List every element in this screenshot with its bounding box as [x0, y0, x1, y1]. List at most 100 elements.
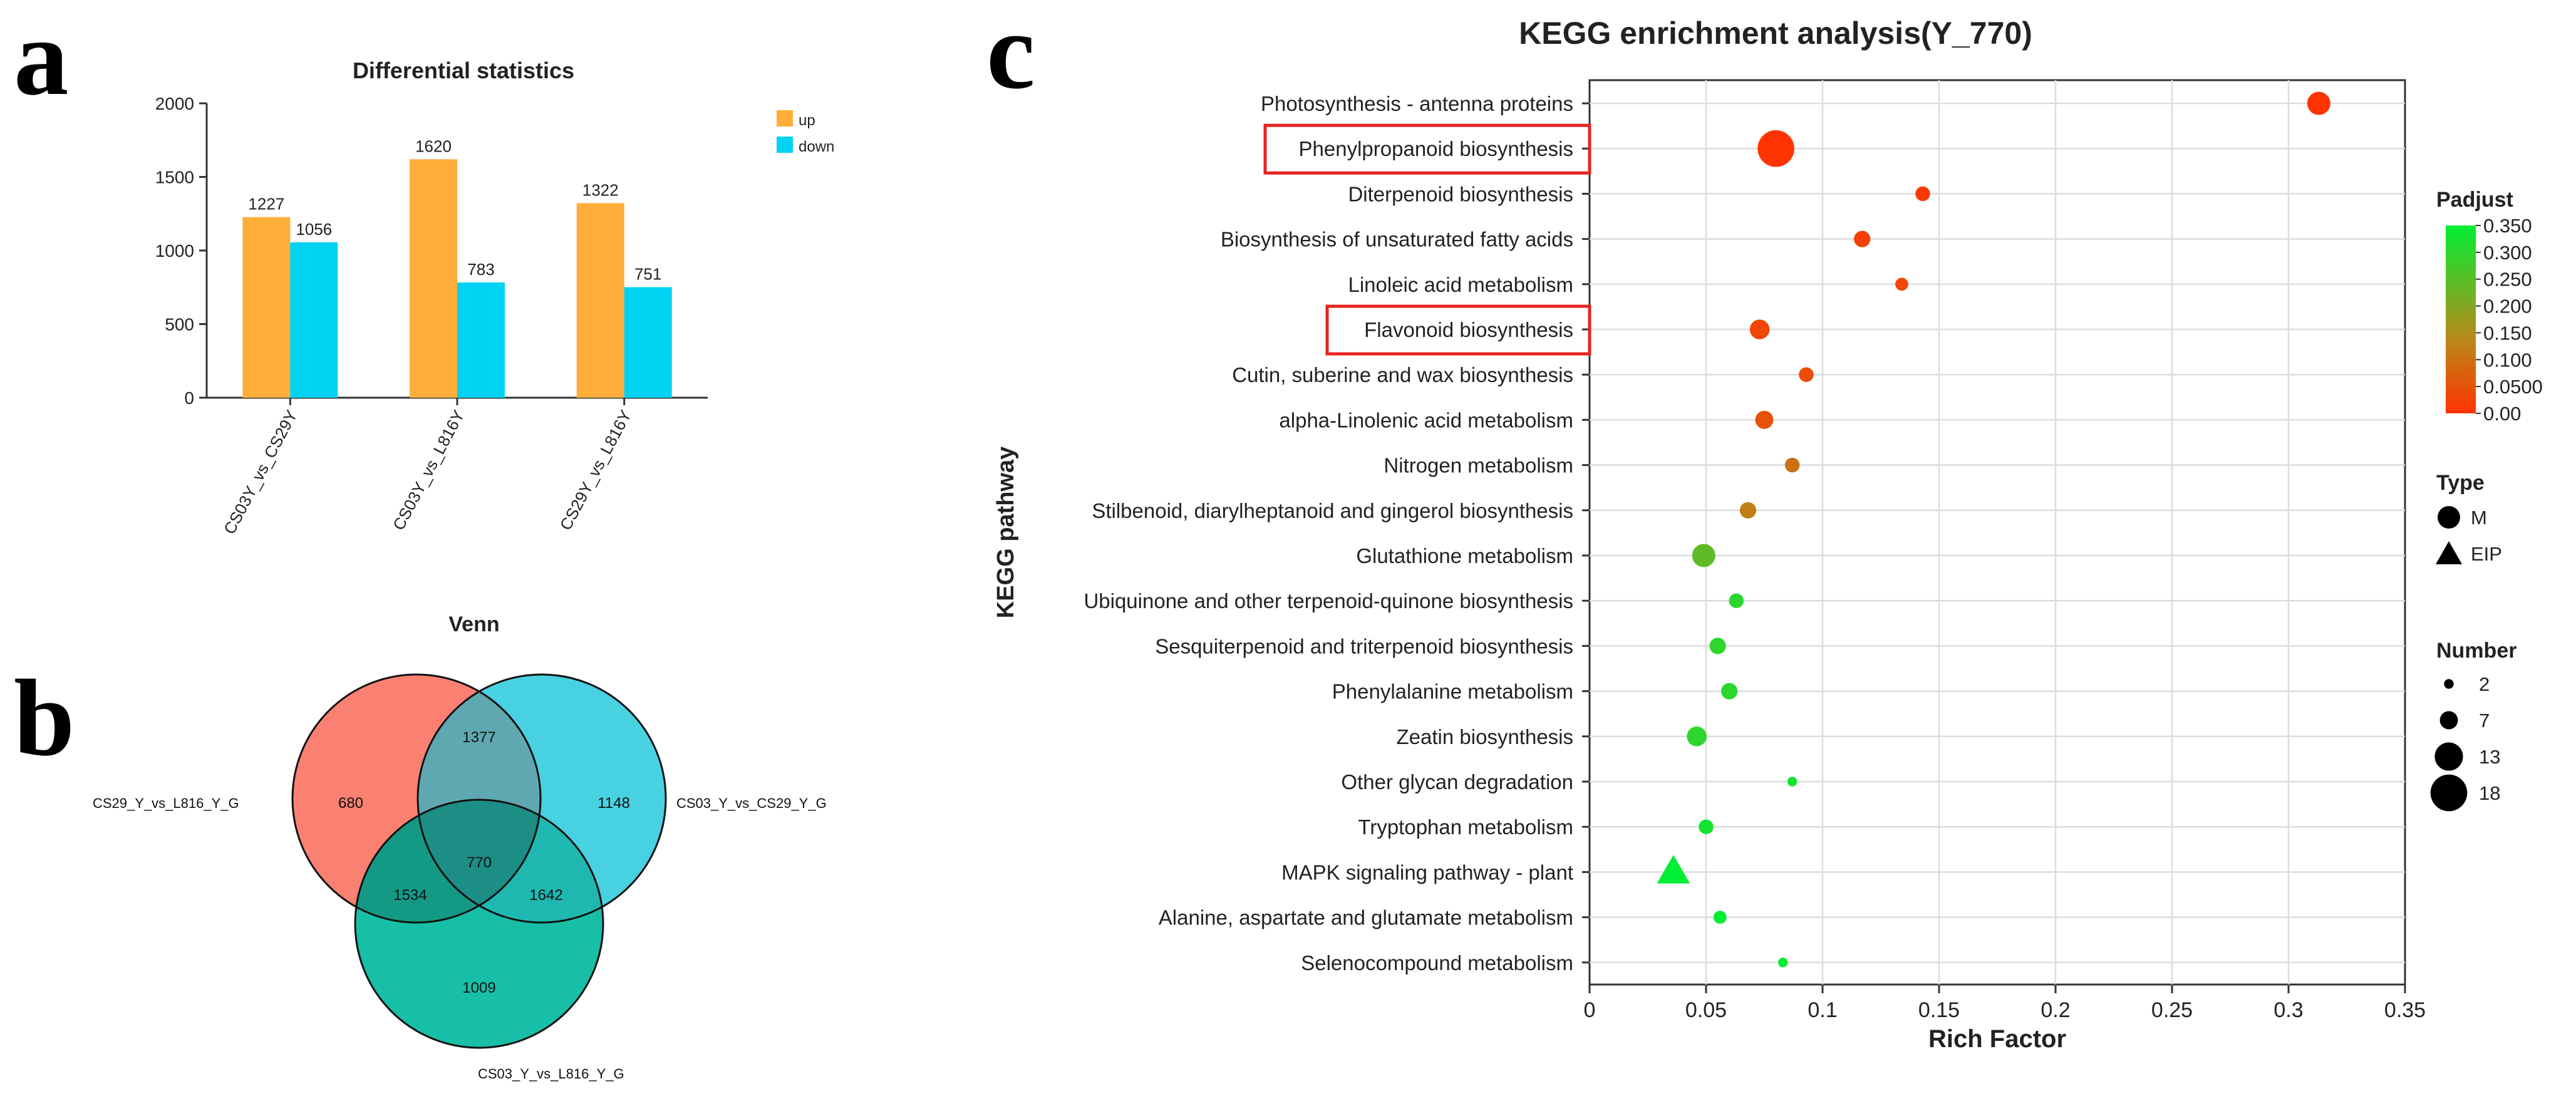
chart-a-title: Differential statistics — [353, 58, 574, 83]
chart-c-y-tick-label: Ubiquinone and other terpenoid-quinone b… — [1084, 589, 1573, 613]
chart-c-x-tick-label: 0.35 — [2384, 998, 2426, 1022]
bar-up-cs03y-vs-l816y — [410, 159, 457, 398]
venn-set-label-c: CS03_Y_vs_L816_Y_G — [478, 1066, 624, 1082]
point-biosynthesis-of-unsaturated-fatty-acids — [1854, 230, 1871, 247]
legend-padjust-colorbar — [2446, 225, 2476, 413]
venn-count-abc: 770 — [467, 854, 492, 871]
venn-overlap-ac — [355, 800, 541, 923]
panel-letter-b: b — [14, 657, 75, 778]
panel-letter-a: a — [14, 0, 69, 118]
chart-a-category-label: CS29Y_vs_L816Y — [556, 407, 635, 534]
chart-c-y-tick-label: Flavonoid biosynthesis — [1364, 318, 1573, 341]
legend-type-label-m: M — [2471, 507, 2487, 529]
bar-value-label: 1620 — [415, 137, 452, 155]
highlight-box-phenylpropanoid-biosynthesis — [1263, 123, 1591, 175]
chart-c-y-axis-label: KEGG pathway — [993, 447, 1019, 619]
chart-c-plot-frame — [1588, 79, 2406, 986]
chart-c-x-tick-label: 0.2 — [2041, 998, 2070, 1022]
legend-label-up: up — [799, 112, 815, 129]
legend-number-circle-13 — [2434, 742, 2463, 771]
point-phenylalanine-metabolism — [1721, 683, 1738, 700]
chart-c-y-tick-label: Glutathione metabolism — [1356, 544, 1573, 567]
chart-c-y-tick-label: Sesquiterpenoid and triterpenoid biosynt… — [1155, 634, 1573, 658]
chart-a-y-tick-label: 1000 — [155, 241, 194, 261]
legend-padjust-tick-label: 0.200 — [2483, 296, 2532, 318]
legend-padjust-tick-label: 0.150 — [2483, 322, 2532, 344]
venn-outline-set-c — [354, 799, 604, 1049]
point-other-glycan-degradation — [1787, 777, 1798, 787]
legend-number-circle-2 — [2444, 679, 2454, 689]
venn-count-ab: 1377 — [462, 729, 495, 746]
point-mapk-signaling-pathway-plant — [1657, 855, 1690, 884]
chart-c-y-tick-label: Phenylpropanoid biosynthesis — [1299, 137, 1573, 160]
point-zeatin-biosynthesis — [1687, 726, 1707, 747]
bar-value-label: 751 — [634, 265, 661, 284]
venn-count-only_c: 1009 — [462, 980, 495, 996]
bar-value-label: 1227 — [248, 195, 284, 214]
legend-label-down: down — [799, 138, 834, 155]
legend-number-label: 18 — [2479, 782, 2500, 804]
chart-c-title: KEGG enrichment analysis(Y_770) — [1519, 16, 2032, 51]
legend-number-circle-7 — [2439, 711, 2458, 730]
legend-number-circle-18 — [2430, 774, 2468, 812]
chart-a-y-tick-label: 1500 — [155, 168, 194, 187]
point-flavonoid-biosynthesis — [1749, 319, 1770, 339]
chart-c-y-tick-label: Phenylalanine metabolism — [1332, 680, 1573, 703]
chart-c-y-tick-label: Cutin, suberine and wax biosynthesis — [1232, 363, 1573, 386]
chart-c-y-tick-label: Zeatin biosynthesis — [1397, 725, 1573, 748]
point-cutin-suberine-and-wax-biosynthesis — [1799, 367, 1814, 382]
bar-down-cs03y-vs-l816y — [457, 282, 505, 398]
chart-a-y-tick-label: 2000 — [155, 94, 194, 113]
chart-c-y-tick-label: Diterpenoid biosynthesis — [1348, 182, 1573, 205]
chart-c-y-tick-label: MAPK signaling pathway - plant — [1281, 861, 1573, 884]
venn-count-only_a: 680 — [338, 795, 363, 812]
venn-overlap-ac-shape — [355, 800, 541, 923]
legend-number-label: 7 — [2479, 710, 2490, 732]
chart-c-y-tick-label: Alanine, aspartate and glutamate metabol… — [1159, 906, 1573, 929]
chart-a-category-label: CS03Y_vs_CS29Y — [220, 407, 301, 537]
bar-up-cs03y-vs-cs29y — [242, 217, 291, 398]
chart-c-y-tick-label: Tryptophan metabolism — [1358, 815, 1573, 839]
venn-set-label-b: CS03_Y_vs_CS29_Y_G — [676, 795, 827, 811]
point-sesquiterpenoid-and-triterpenoid-biosynthesis — [1709, 638, 1726, 654]
highlight-box-flavonoid-biosynthesis — [1325, 304, 1591, 356]
venn-title: Venn — [448, 613, 499, 636]
chart-a-category-label: CS03Y_vs_L816Y — [389, 407, 468, 534]
legend-swatch-up — [777, 110, 793, 127]
legend-swatch-down — [777, 137, 793, 153]
legend-padjust-title: Padjust — [2436, 188, 2513, 212]
venn-outline-set-b — [416, 673, 667, 924]
bar-up-cs29y-vs-l816y — [576, 203, 624, 398]
chart-c-y-tick-label: Photosynthesis - antenna proteins — [1261, 92, 1573, 115]
chart-c-y-tick-label: Nitrogen metabolism — [1384, 454, 1573, 477]
bar-down-cs29y-vs-l816y — [624, 287, 672, 398]
chart-a-y-tick-label: 500 — [165, 315, 194, 334]
legend-padjust-tick-label: 0.00 — [2483, 403, 2521, 425]
legend-padjust-tick-label: 0.100 — [2483, 349, 2532, 371]
chart-c-x-tick-label: 0.25 — [2151, 998, 2193, 1022]
legend-padjust-tick-label: 0.300 — [2483, 242, 2532, 264]
chart-a-y-tick-label: 0 — [184, 388, 194, 408]
panel-letter-c: c — [986, 0, 1035, 111]
venn-count-ac: 1534 — [393, 887, 427, 904]
chart-c-y-tick-label: Stilbenoid, diarylheptanoid and gingerol… — [1092, 499, 1573, 522]
point-nitrogen-metabolism — [1784, 457, 1800, 473]
point-linoleic-acid-metabolism — [1895, 277, 1908, 291]
bar-down-cs03y-vs-cs29y — [290, 242, 338, 398]
chart-c-y-tick-label: Linoleic acid metabolism — [1348, 273, 1573, 296]
legend-type-title: Type — [2436, 471, 2485, 495]
chart-c-x-tick-label: 0.3 — [2273, 998, 2303, 1022]
venn-outline-set-a — [291, 673, 542, 924]
point-selenocompound-metabolism — [1778, 958, 1788, 968]
point-tryptophan-metabolism — [1699, 819, 1714, 834]
legend-type-triangle-icon — [2436, 541, 2462, 564]
legend-padjust-tick-label: 0.350 — [2483, 215, 2532, 237]
legend-type-circle-icon — [2438, 506, 2460, 529]
legend-number-title: Number — [2436, 639, 2517, 663]
chart-c-y-tick-label: Other glycan degradation — [1341, 770, 1573, 794]
point-alpha-linolenic-acid-metabolism — [1755, 410, 1774, 429]
chart-c-y-tick-label: alpha-Linolenic acid metabolism — [1279, 408, 1573, 432]
point-glutathione-metabolism — [1692, 544, 1715, 567]
legend-number-label: 13 — [2479, 746, 2500, 768]
chart-c-x-tick-label: 0.05 — [1685, 998, 1727, 1022]
